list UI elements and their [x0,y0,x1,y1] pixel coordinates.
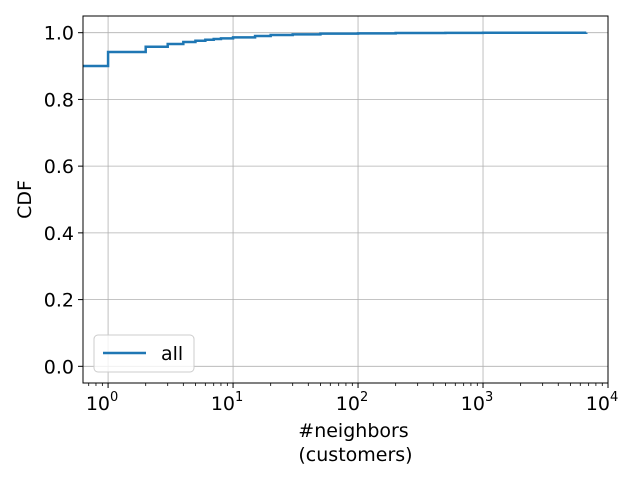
x-tick-label: 100 [86,390,118,415]
x-tick-base: 10 [86,393,110,415]
x-tick-exponent: 4 [610,390,618,405]
plot-area [83,31,588,68]
x-axis-label: #neighbors [298,420,408,442]
plot-frame [82,15,609,384]
x-tick-exponent: 2 [360,390,368,405]
y-axis-label: CDF [14,180,36,219]
x-axis-ticks: 100 101 102 103 104 [86,383,618,415]
x-tick-base: 10 [461,393,485,415]
x-tick-label: 103 [461,390,493,415]
y-axis-ticks: 0.0 0.2 0.4 0.6 0.8 1.0 [44,23,83,378]
x-tick-label: 101 [211,390,243,415]
x-tick-label: 102 [336,390,368,415]
x-tick-base: 10 [336,393,360,415]
y-tick-label: 0.0 [44,356,74,378]
y-tick-label: 0.2 [44,290,74,312]
x-tick-exponent: 0 [110,390,118,405]
legend-label-all: all [161,343,183,365]
y-tick-label: 1.0 [44,23,74,45]
legend: all [93,334,195,373]
x-axis-label-line2: (customers) [298,444,412,466]
x-tick-label: 104 [586,390,618,415]
series-line-all [83,31,588,68]
y-tick-label: 0.8 [44,89,74,111]
x-tick-exponent: 1 [235,390,243,405]
y-tick-label: 0.6 [44,156,74,178]
x-tick-base: 10 [211,393,235,415]
x-tick-exponent: 3 [485,390,493,405]
y-tick-label: 0.4 [44,223,74,245]
x-tick-base: 10 [586,393,610,415]
